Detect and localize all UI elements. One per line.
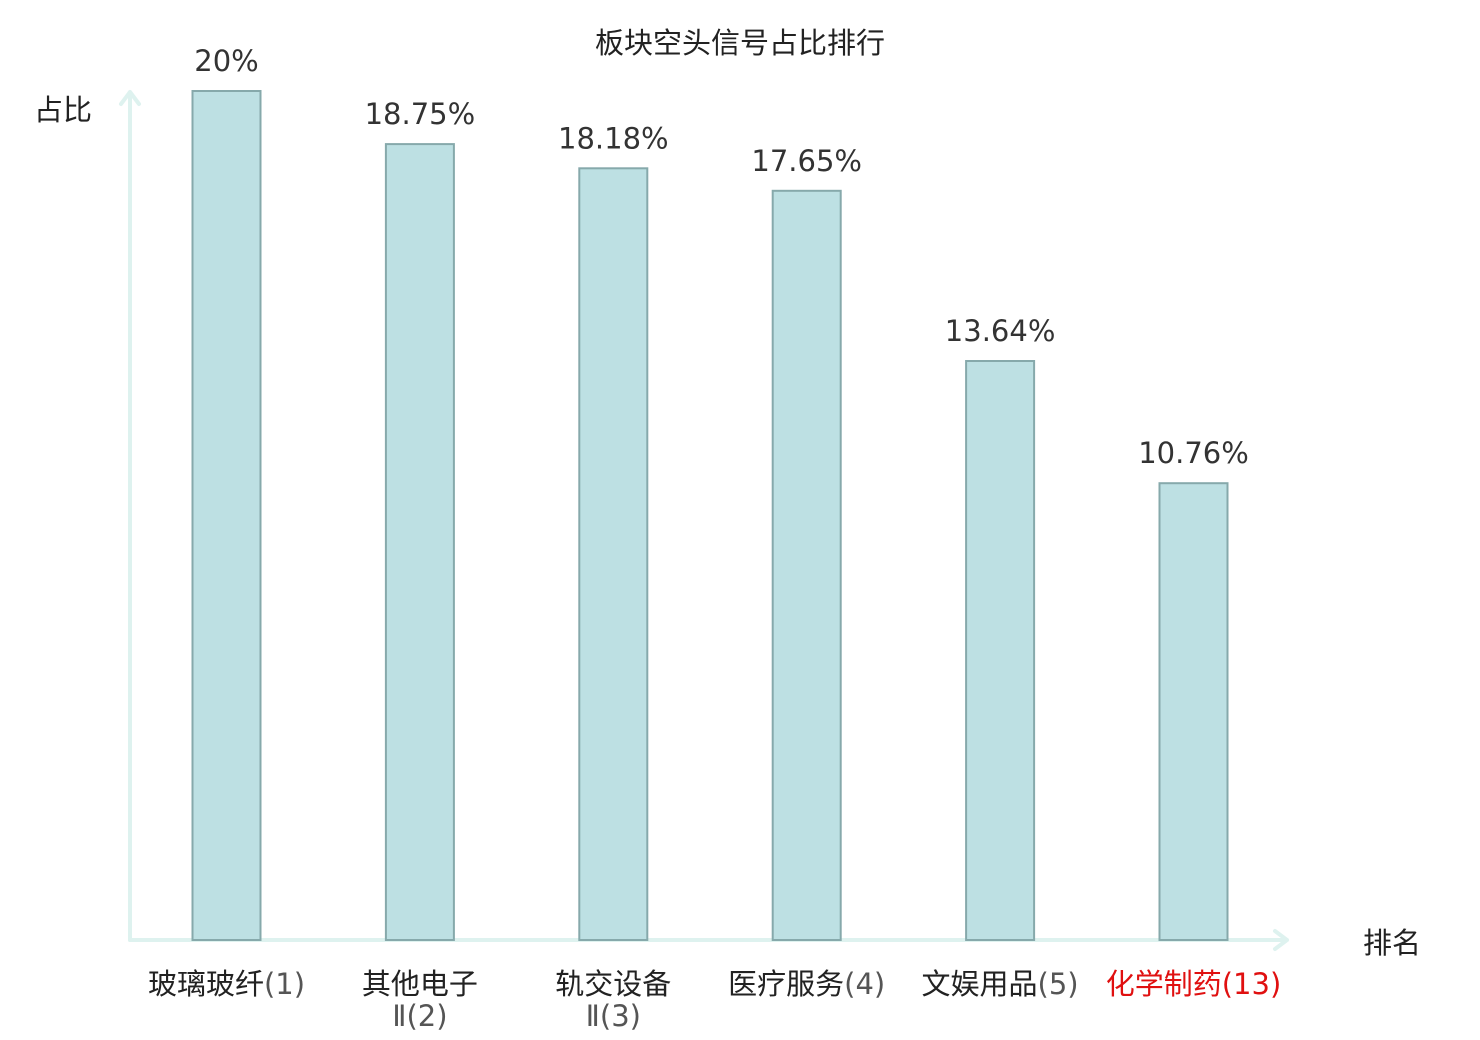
axes [119, 90, 1289, 951]
x-axis-label: 排名 [1363, 926, 1421, 960]
bar-6 [1158, 482, 1229, 941]
bar-1 [191, 90, 262, 941]
data-label-5: 13.64% [945, 314, 1056, 348]
data-labels-group: 20% 18.75% 18.18% 17.65% 13.64% 10.76% [194, 44, 1249, 470]
data-label-3: 18.18% [558, 121, 669, 155]
x-axis-line [128, 929, 1289, 951]
x-tick-label-5: 文娱用品(5) [922, 967, 1079, 1001]
data-label-1: 20% [194, 44, 258, 78]
x-tick-label-1: 玻璃玻纤(1) [148, 967, 305, 1001]
bars-group [191, 90, 1229, 942]
y-axis-label: 占比 [34, 93, 92, 127]
data-label-6: 10.76% [1138, 436, 1249, 470]
x-tick-label-4: 医疗服务(4) [728, 967, 885, 1001]
x-tick-label-3: 轨交设备 Ⅱ(3) [555, 967, 671, 1033]
bar-4 [771, 189, 842, 942]
chart-title: 板块空头信号占比排行 [595, 26, 885, 60]
bar-3 [578, 167, 649, 942]
bar-5 [965, 360, 1036, 941]
data-label-4: 17.65% [751, 144, 862, 178]
y-axis-line [119, 90, 141, 942]
bar-2 [384, 143, 455, 942]
x-tick-label-2: 其他电子 Ⅱ(2) [362, 967, 478, 1033]
data-label-2: 18.75% [365, 97, 476, 131]
x-tick-labels-group: 玻璃玻纤(1) 其他电子 Ⅱ(2) 轨交设备 Ⅱ(3) 医疗服务(4) 文娱用品(5) 化学制… [148, 967, 1281, 1033]
x-tick-label-6: 化学制药(13) [1106, 967, 1282, 1001]
